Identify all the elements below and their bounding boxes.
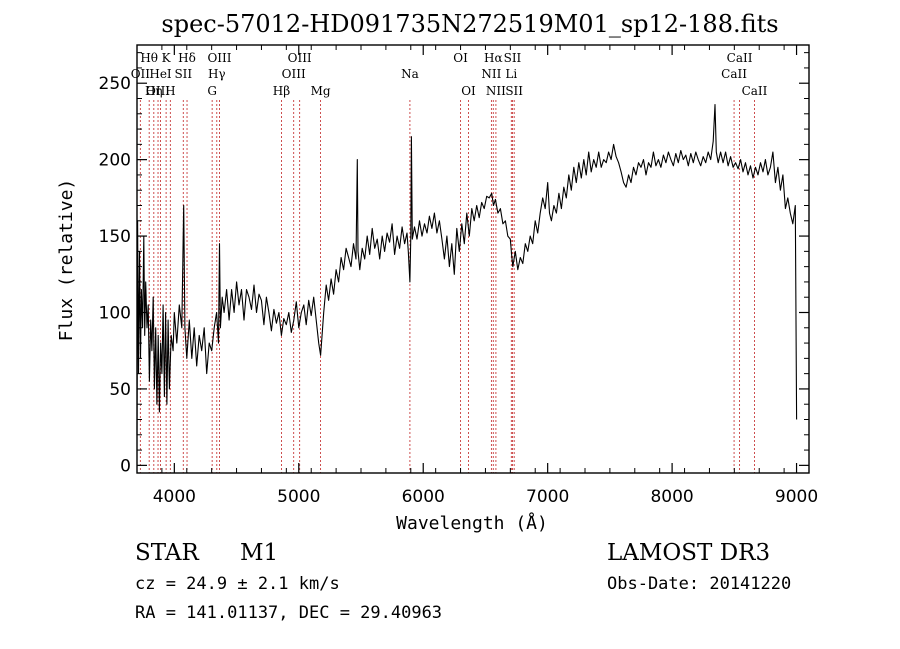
x-tick-label: 6000 (402, 487, 445, 507)
spectral-line-label: CaII (727, 51, 753, 65)
chart-title: spec-57012-HD091735N272519M01_sp12-188.f… (161, 10, 778, 38)
y-tick-label: 0 (120, 456, 131, 476)
spectrum-data-group (136, 104, 798, 435)
x-tick-label: 9000 (775, 487, 818, 507)
x-axis-label: Wavelength (Å) (396, 512, 548, 534)
spectral-line-label: NII (481, 67, 501, 81)
spectral-line-label: OI (461, 84, 476, 98)
redshift-cz: cz = 24.9 ± 2.1 km/s (135, 574, 340, 594)
spectral-line-label: H (165, 84, 175, 98)
spectral-line-label: OII (131, 67, 151, 81)
spectral-line-label: Hβ (273, 84, 290, 98)
spectral-line-label: G (207, 84, 217, 98)
axis-ticks-group: 4000 5000 6000 7000 8000 9000 0 50 100 150 200 250 (99, 45, 818, 507)
spectrum-line (136, 104, 798, 435)
spectral-line-label: K (162, 51, 172, 65)
x-tick-label: 4000 (153, 487, 196, 507)
coordinates: RA = 141.01137, DEC = 29.40963 (135, 603, 443, 623)
spectral-line-label: CaII (742, 84, 768, 98)
observation-date: Obs-Date: 20141220 (607, 574, 792, 594)
spectral-line-label: OI (453, 51, 468, 65)
spectral-line-label: HeI (149, 67, 172, 81)
spectral-line-label: Li (505, 67, 517, 81)
x-tick-label: 8000 (650, 487, 693, 507)
spectral-line-label: Hγ (208, 67, 226, 81)
spectral-line-label: Na (401, 67, 419, 81)
y-tick-label: 100 (99, 304, 131, 324)
spectral-line-label: OIII (207, 51, 231, 65)
y-tick-label: 150 (99, 227, 131, 247)
y-tick-label: 50 (109, 380, 131, 400)
spectral-line-label: SII (504, 51, 522, 65)
spectral-line-label: Hα (484, 51, 503, 65)
plot-frame (136, 44, 810, 474)
spectral-line-label: Mg (311, 84, 331, 98)
spectral-line-label: NII (486, 84, 506, 98)
y-tick-label: 200 (99, 151, 131, 171)
y-tick-label: 250 (99, 74, 131, 94)
x-tick-label: 5000 (277, 487, 320, 507)
spectral-line-label: OIII (288, 51, 312, 65)
object-subclass: M1 (240, 540, 279, 566)
x-tick-label: 7000 (526, 487, 569, 507)
spectral-line-label: SII (174, 67, 192, 81)
spectral-line-label: Hδ (178, 51, 196, 65)
spectral-line-label: OIII (282, 67, 306, 81)
spectral-line-label: OIII (146, 84, 170, 98)
spectral-line-label: SII (505, 84, 523, 98)
spectral-line-label: Hθ (140, 51, 158, 65)
spectral-line-label: Hη (145, 84, 163, 98)
spectral-line-label: CaII (721, 67, 747, 81)
object-type: STAR (135, 540, 199, 566)
survey-name: LAMOST DR3 (607, 540, 771, 566)
y-axis-label: Flux (relative) (56, 179, 77, 342)
